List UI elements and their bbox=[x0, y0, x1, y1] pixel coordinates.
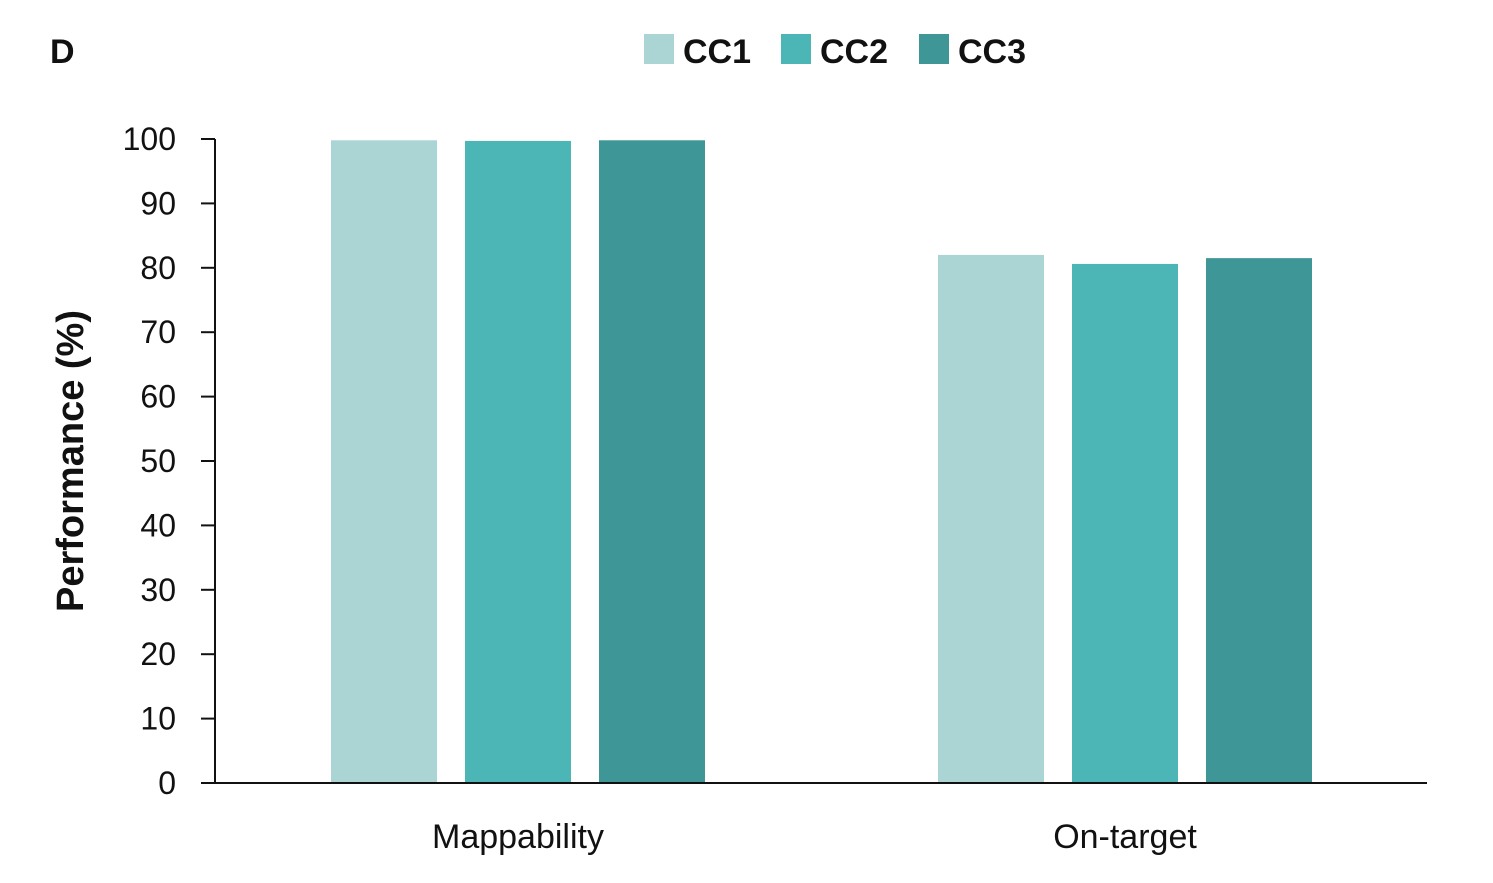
y-axis-title: Performance (%) bbox=[50, 310, 92, 612]
legend-swatch-cc3 bbox=[919, 34, 949, 64]
x-category-label: Mappability bbox=[432, 818, 604, 856]
legend-swatch-cc2 bbox=[781, 34, 811, 64]
legend-label-cc2: CC2 bbox=[820, 33, 888, 71]
bar-cc2-on-target bbox=[1072, 263, 1178, 783]
y-tick-label: 40 bbox=[140, 507, 176, 543]
y-tick-label: 50 bbox=[140, 443, 176, 479]
y-tick-label: 80 bbox=[140, 250, 176, 286]
bar-cc3-on-target bbox=[1206, 258, 1312, 783]
legend: CC1 CC2 CC3 bbox=[644, 33, 1026, 71]
legend-label-cc1: CC1 bbox=[683, 33, 751, 71]
y-tick-label: 20 bbox=[140, 636, 176, 672]
x-category-label: On-target bbox=[1053, 818, 1197, 856]
y-tick-label: 90 bbox=[140, 185, 176, 221]
y-tick-label: 10 bbox=[140, 701, 176, 737]
y-tick-label: 60 bbox=[140, 379, 176, 415]
panel-label: D bbox=[50, 33, 75, 71]
legend-swatch-cc1 bbox=[644, 34, 674, 64]
x-axis: Mappability On-target bbox=[215, 782, 1427, 856]
y-axis: 0 10 20 30 40 50 60 70 80 90 100 bbox=[123, 121, 216, 801]
bars bbox=[331, 140, 1312, 784]
y-tick-label: 30 bbox=[140, 572, 176, 608]
bar-cc2-mappability bbox=[465, 140, 571, 783]
legend-label-cc3: CC3 bbox=[958, 33, 1026, 71]
bar-cc1-on-target bbox=[938, 254, 1044, 784]
bar-cc1-mappability bbox=[331, 140, 437, 784]
y-tick-label: 0 bbox=[158, 765, 176, 801]
bar-cc3-mappability bbox=[599, 140, 705, 784]
y-tick-label: 100 bbox=[123, 121, 176, 157]
y-tick-label: 70 bbox=[140, 314, 176, 350]
